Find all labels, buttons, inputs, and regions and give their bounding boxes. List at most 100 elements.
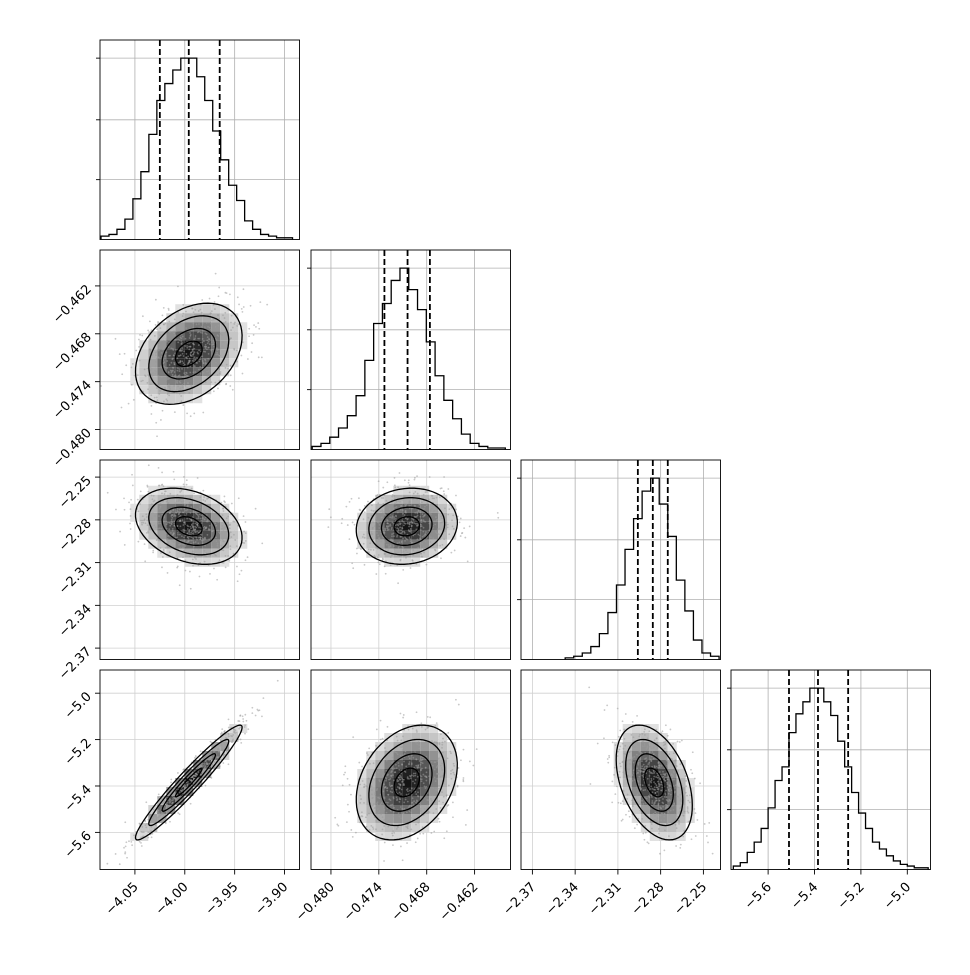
sample-point [228, 735, 230, 738]
sample-point [624, 753, 627, 756]
sample-point [173, 478, 176, 481]
sample-point [372, 521, 374, 524]
density-cell [211, 539, 221, 549]
sample-point [255, 325, 257, 328]
sample-point [439, 544, 442, 547]
sample-point [181, 360, 184, 363]
sample-point [182, 362, 185, 364]
sample-point [383, 508, 386, 510]
sample-point [151, 832, 154, 835]
sample-point [175, 500, 178, 503]
sample-point [646, 841, 649, 844]
density-cell [384, 778, 394, 788]
sample-point [201, 338, 204, 340]
sample-point [201, 322, 204, 325]
sample-point [166, 376, 169, 379]
sample-point [423, 808, 426, 810]
sample-point [189, 365, 192, 368]
density-cell [229, 331, 239, 341]
sample-point [360, 798, 362, 800]
contour-line [393, 516, 421, 537]
sample-point [423, 508, 426, 510]
density-cell [438, 769, 448, 779]
sample-point [173, 332, 176, 335]
sample-point [646, 737, 649, 740]
sample-point [654, 766, 656, 769]
sample-point [203, 767, 206, 770]
sample-point [155, 357, 158, 360]
sample-point [206, 370, 208, 373]
density-cell [148, 530, 158, 540]
sample-point [398, 800, 401, 803]
sample-point [136, 374, 139, 377]
sample-point [452, 514, 455, 517]
sample-point [154, 372, 157, 375]
sample-point [689, 794, 691, 797]
sample-point [261, 715, 263, 718]
sample-point [400, 812, 403, 814]
sample-point [199, 536, 201, 539]
sample-point [410, 525, 413, 528]
sample-point [196, 530, 199, 533]
sample-point [647, 805, 650, 808]
sample-point [363, 783, 366, 786]
sample-point [394, 751, 397, 754]
sample-point [173, 522, 176, 525]
sample-point [403, 753, 406, 755]
sample-point [192, 352, 195, 355]
density-cell [384, 503, 394, 513]
sample-point [200, 533, 203, 536]
sample-point [155, 396, 158, 399]
sample-point [410, 774, 413, 777]
sample-point [650, 771, 652, 774]
x-tick-label: −3.95 [203, 880, 242, 919]
sample-point [160, 527, 163, 530]
sample-point [424, 787, 427, 790]
density-cell [375, 805, 385, 815]
sample-point [624, 744, 627, 747]
density-cell [202, 340, 212, 350]
density-cell [148, 340, 158, 350]
sample-point [171, 369, 174, 372]
sample-point [171, 528, 174, 530]
sample-point [642, 767, 644, 770]
sample-point [172, 349, 175, 351]
sample-point [660, 812, 663, 815]
pair-panel-frame [99, 669, 300, 870]
sample-point [214, 522, 217, 525]
sample-point [638, 749, 641, 752]
sample-point [396, 535, 398, 538]
density-cell [631, 733, 641, 743]
sample-point [204, 760, 207, 763]
sample-point [184, 523, 187, 525]
sample-point [189, 415, 192, 418]
sample-point [180, 400, 183, 403]
sample-point [663, 815, 666, 818]
sample-point [421, 542, 424, 545]
y-tick-label: −0.468 [50, 330, 95, 375]
sample-point [413, 522, 416, 525]
sample-point [378, 523, 381, 526]
sample-point [227, 554, 230, 557]
sample-point [184, 321, 187, 324]
sample-point [393, 545, 395, 547]
sample-point [397, 529, 400, 532]
sample-point [178, 791, 181, 794]
sample-point [413, 476, 416, 479]
sample-point [396, 527, 399, 530]
sample-point [213, 750, 216, 752]
sample-point [182, 312, 185, 315]
sample-point [366, 752, 368, 754]
sample-point [447, 784, 450, 787]
sample-point [225, 517, 228, 520]
sample-point [367, 516, 370, 519]
sample-point [376, 801, 379, 804]
sample-point [199, 358, 202, 361]
sample-point [438, 800, 441, 803]
sample-point [151, 372, 154, 375]
contour-line [174, 340, 203, 368]
sample-point [395, 517, 397, 520]
sample-point [383, 512, 386, 515]
sample-point [619, 762, 621, 765]
sample-point [181, 335, 184, 338]
